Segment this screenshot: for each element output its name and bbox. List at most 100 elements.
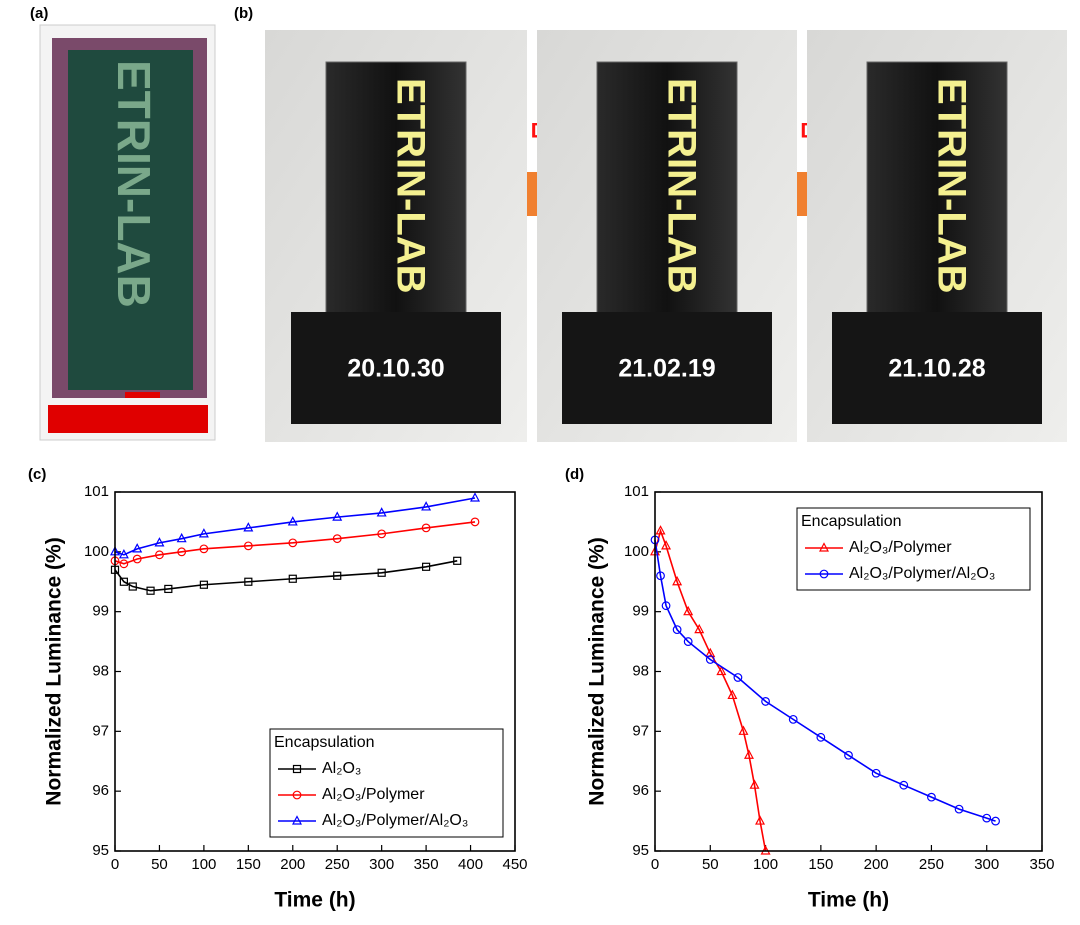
marker [655, 525, 666, 535]
x-tick-label: 200 [280, 856, 305, 873]
stand [291, 312, 501, 424]
marker [816, 732, 826, 742]
marker [292, 764, 302, 774]
photo-date: 21.10.28 [888, 355, 985, 383]
x-tick-label: 0 [111, 856, 119, 873]
panel-label: (b) [234, 5, 253, 22]
x-tick-label: 400 [458, 856, 483, 873]
x-tick-label: 450 [502, 856, 527, 873]
marker [727, 689, 738, 700]
x-axis-label: Time (h) [808, 889, 889, 912]
display-sign: ETRIN-LAB [388, 78, 432, 294]
marker [132, 554, 142, 564]
x-tick-label: 150 [808, 856, 833, 873]
marker [243, 541, 253, 551]
marker [128, 582, 137, 591]
marker [292, 815, 302, 825]
stand [562, 312, 772, 424]
marker [927, 792, 936, 802]
series-line [654, 539, 996, 822]
marker [244, 577, 253, 586]
marker [733, 673, 743, 682]
marker [705, 655, 715, 664]
marker [661, 601, 671, 611]
marker [292, 790, 302, 800]
marker [421, 501, 432, 511]
photo-date: 21.02.19 [618, 355, 715, 383]
marker [199, 544, 209, 554]
marker [683, 605, 694, 616]
marker [694, 623, 705, 634]
marker [761, 697, 770, 706]
marker [146, 586, 155, 595]
y-tick-label: 98 [92, 662, 109, 679]
x-tick-label: 350 [414, 856, 439, 873]
legend-box [269, 728, 504, 838]
y-tick-label: 101 [84, 483, 109, 500]
y-tick-label: 99 [632, 603, 649, 620]
x-tick-label: 0 [651, 856, 659, 873]
marker [288, 538, 298, 548]
panel-label: (d) [565, 466, 584, 483]
x-tick-label: 100 [753, 856, 778, 873]
legend-label: Al₂O₃/Polymer/Al₂O₃ [322, 812, 468, 829]
x-tick-label: 50 [151, 856, 168, 873]
marker [421, 523, 431, 533]
marker [376, 507, 387, 517]
marker [672, 625, 682, 635]
marker [199, 580, 208, 589]
y-tick-label: 100 [624, 543, 649, 560]
photo-date: 20.10.30 [347, 355, 444, 383]
marker [333, 571, 342, 580]
x-tick-label: 100 [191, 856, 216, 873]
legend-title: Encapsulation [274, 734, 375, 751]
marker [705, 647, 716, 658]
x-tick-label: 350 [1029, 856, 1054, 873]
y-tick-label: 95 [92, 842, 109, 859]
marker [118, 549, 129, 559]
marker [154, 537, 165, 547]
marker [177, 547, 187, 557]
x-tick-label: 250 [919, 856, 944, 873]
marker [332, 534, 342, 544]
marker [119, 559, 129, 569]
x-tick-label: 200 [864, 856, 889, 873]
marker [453, 556, 462, 565]
marker [788, 714, 798, 724]
layout-sign: ETRIN-LAB [108, 60, 160, 308]
y-axis-label: Normalized Luminance (%) [586, 537, 609, 805]
series-line [114, 560, 458, 592]
marker [155, 550, 164, 560]
stand [832, 312, 1042, 424]
marker [243, 522, 254, 532]
marker [332, 511, 343, 521]
marker [132, 543, 143, 553]
marker [683, 637, 693, 646]
series-line [654, 528, 767, 852]
display-sign: ETRIN-LAB [659, 78, 703, 294]
marker [377, 568, 386, 577]
y-tick-label: 98 [632, 662, 649, 679]
marker [755, 815, 766, 825]
marker [844, 750, 853, 760]
plot-frame [114, 491, 516, 852]
panel-label: (c) [28, 466, 46, 483]
y-tick-label: 97 [632, 722, 649, 739]
layout-image [39, 24, 216, 441]
marker [743, 749, 754, 759]
marker [470, 517, 480, 527]
marker [819, 569, 829, 579]
marker [422, 562, 431, 571]
x-tick-label: 150 [236, 856, 261, 873]
marker [738, 725, 749, 735]
marker [954, 804, 964, 814]
display-sign: ETRIN-LAB [929, 78, 973, 294]
y-tick-label: 101 [624, 483, 649, 500]
marker [287, 516, 298, 526]
x-tick-label: 300 [369, 856, 394, 873]
marker [164, 584, 173, 594]
x-axis-label: Time (h) [274, 889, 355, 912]
marker [871, 768, 881, 778]
marker [899, 780, 909, 790]
legend-label: Al₂O₃/Polymer [849, 539, 952, 556]
